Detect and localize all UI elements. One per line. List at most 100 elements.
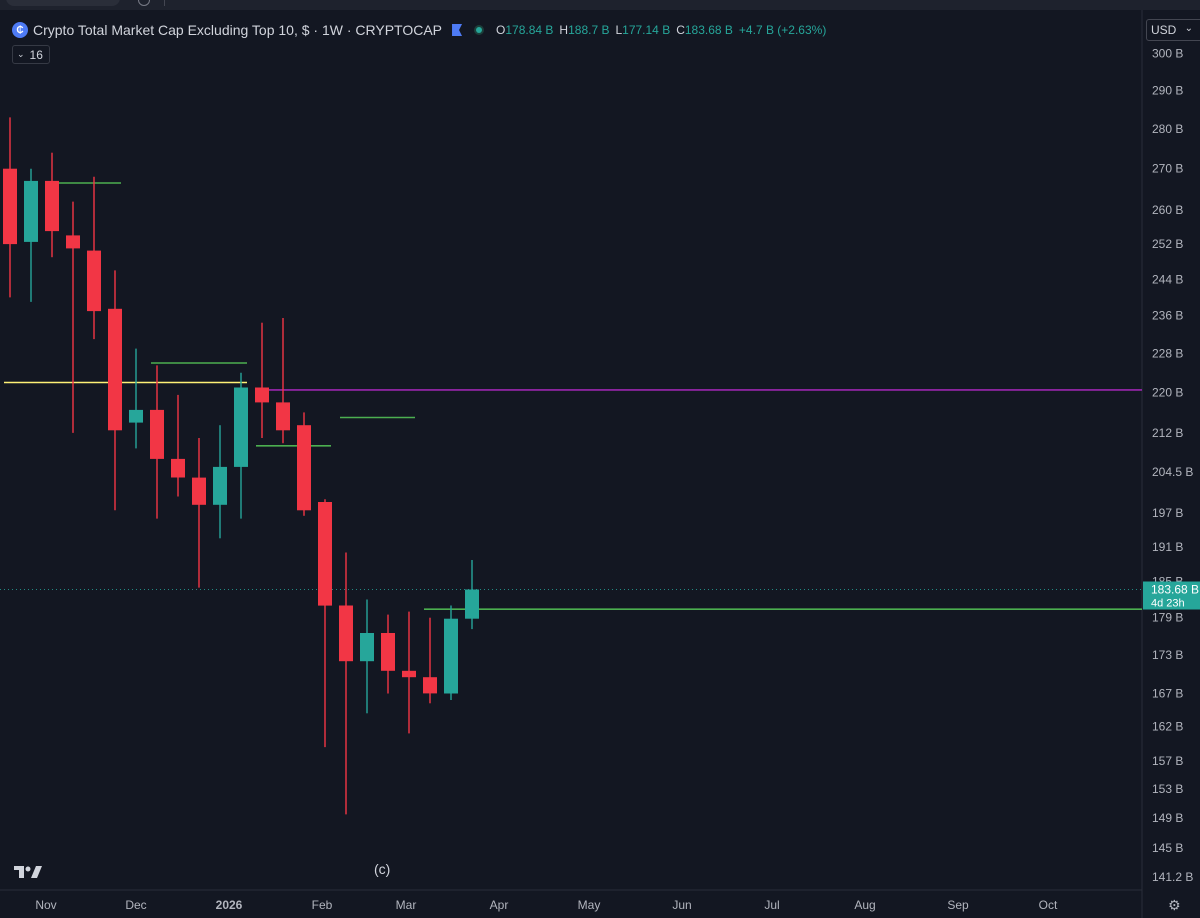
toolbar-divider [164, 0, 165, 6]
candle-down [402, 611, 416, 734]
market-status-icon[interactable] [474, 25, 485, 35]
candle-down [339, 552, 353, 815]
price-tick-label: 197 B [1152, 506, 1183, 520]
ohlc-open: O178.84 B [496, 23, 554, 37]
price-tick-label: 153 B [1152, 782, 1183, 796]
candle-down [297, 412, 311, 516]
candle-body [360, 633, 374, 662]
candle-body [276, 402, 290, 431]
time-tick-label: May [578, 898, 601, 912]
candle-down [87, 176, 101, 340]
gear-icon[interactable]: ⚙ [1168, 897, 1181, 913]
price-tick-label: 162 B [1152, 720, 1183, 734]
price-tick-label: 212 B [1152, 426, 1183, 440]
price-tick-label: 173 B [1152, 648, 1183, 662]
ohlc-change: +4.7 B (+2.63%) [738, 23, 827, 37]
candle-down [171, 394, 185, 497]
candle-body [423, 677, 437, 694]
symbol-search-pill[interactable] [6, 0, 120, 6]
crypto-cap-logo-icon[interactable]: ₵ [12, 22, 28, 38]
candle-body [402, 670, 416, 678]
time-tick-label: Apr [490, 898, 509, 912]
chart-background [0, 10, 1200, 918]
candlestick-series [3, 117, 479, 815]
chevron-down-icon: ⌄ [1184, 23, 1193, 34]
price-tick-label: 141.2 B [1152, 870, 1193, 884]
time-axis[interactable]: Nov Dec 2026 Feb Mar Apr May Jun Jul Aug Sep Oct [35, 898, 1058, 912]
candle-down [3, 117, 17, 298]
time-tick-label: Sep [947, 898, 969, 912]
price-tick-label: 244 B [1152, 272, 1183, 286]
price-tick-label: 220 B [1152, 385, 1183, 399]
price-tick-label: 149 B [1152, 811, 1183, 825]
candle-body [255, 387, 269, 403]
candle-body [129, 409, 143, 423]
time-tick-label: Mar [396, 898, 417, 912]
ohlc-close: C183.68 B [676, 23, 733, 37]
candle-up [213, 425, 227, 539]
price-tick-label: 270 B [1152, 162, 1183, 176]
indicator-count-badge[interactable]: ⌄ 16 [12, 45, 50, 64]
ohlc-low: L177.14 B [615, 23, 671, 37]
horizontal-levels [0, 182, 1142, 611]
price-tick-label: 290 B [1152, 84, 1183, 98]
time-tick-label: Jul [764, 898, 779, 912]
symbol-title[interactable]: Crypto Total Market Cap Excluding Top 10… [33, 22, 443, 38]
price-tick-label: 204.5 B [1152, 465, 1193, 479]
price-tick-label: 145 B [1152, 841, 1183, 855]
indicator-count: 16 [29, 47, 43, 62]
candle-down [108, 270, 122, 511]
candle-body [444, 618, 458, 694]
flag-icon[interactable] [452, 24, 463, 36]
price-tick-label: 191 B [1152, 540, 1183, 554]
price-tick-label: 280 B [1152, 122, 1183, 136]
candle-body [297, 425, 311, 511]
candle-up [129, 348, 143, 449]
currency-label: USD [1151, 23, 1177, 37]
wave-annotation-label[interactable]: (c) [374, 861, 391, 877]
candle-body [465, 589, 479, 619]
candle-body [213, 466, 227, 505]
price-axis[interactable]: 300 B 290 B 280 B 270 B 260 B 252 B 244 B 236 B… [1152, 47, 1193, 884]
candle-body [45, 180, 59, 232]
candle-body [339, 605, 353, 662]
candle-body [234, 387, 248, 467]
grid [0, 10, 1200, 918]
candle-body [318, 502, 332, 606]
price-tick-label: 228 B [1152, 346, 1183, 360]
candle-body [381, 633, 395, 671]
candle-down [45, 152, 59, 258]
price-tick-label: 260 B [1152, 203, 1183, 217]
tradingview-logo-icon[interactable] [14, 862, 44, 882]
candle-down [276, 318, 290, 444]
candle-down [192, 438, 206, 588]
time-tick-label: Dec [125, 898, 146, 912]
candle-body [150, 409, 164, 459]
candle-up [234, 372, 248, 519]
candle-body [3, 168, 17, 245]
last-price-tag [1143, 581, 1200, 610]
candle-body [171, 458, 185, 478]
candle-up [24, 168, 38, 302]
last-price-value: 183.68 B [1151, 583, 1199, 597]
time-tick-label: 2026 [216, 898, 243, 912]
symbol-legend: ₵ Crypto Total Market Cap Excluding Top … [12, 20, 826, 40]
currency-selector[interactable]: USD ⌄ [1146, 19, 1200, 41]
candle-body [24, 180, 38, 242]
candle-body [192, 477, 206, 505]
candle-body [66, 235, 80, 249]
candle-down [150, 365, 164, 519]
ohlc-high: H188.7 B [559, 23, 610, 37]
price-tick-label: 252 B [1152, 237, 1183, 251]
time-tick-label: Nov [35, 898, 56, 912]
bar-countdown: 4d 23h [1151, 598, 1185, 610]
price-tick-label: 157 B [1152, 754, 1183, 768]
candle-down [423, 617, 437, 704]
price-tick-label: 236 B [1152, 309, 1183, 323]
candle-down [318, 499, 332, 748]
candle-down [66, 201, 80, 433]
time-tick-label: Feb [312, 898, 333, 912]
candle-body [108, 308, 122, 431]
last-price-label: 183.68 B4d 23h [1143, 581, 1200, 610]
